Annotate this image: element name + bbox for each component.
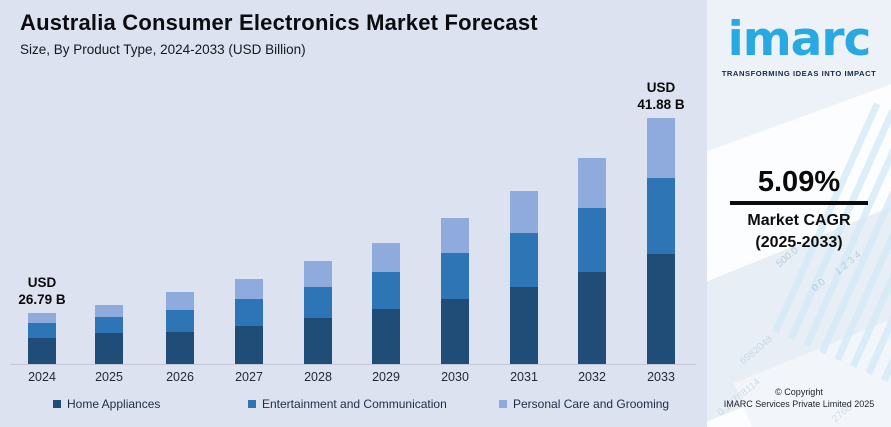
bar-segment-personal-care-and-grooming [372, 243, 400, 272]
bar-value-label-2033: USD 41.88 B [637, 80, 685, 112]
x-axis-label: 2033 [647, 370, 675, 384]
bar-2027 [235, 279, 263, 364]
bar-segment-personal-care-and-grooming [304, 261, 332, 287]
bar-segment-entertainment-and-communication [441, 253, 469, 299]
bar-segment-personal-care-and-grooming [647, 118, 675, 178]
bar-segment-entertainment-and-communication [510, 233, 538, 287]
copyright-notice: © Copyright IMARC Services Private Limit… [707, 386, 891, 410]
cagr-period: (2025-2033) [755, 234, 843, 251]
legend-label: Entertainment and Communication [262, 397, 447, 411]
bar-2028 [304, 261, 332, 364]
bar-segment-home-appliances [578, 272, 606, 364]
bar-segment-home-appliances [304, 318, 332, 364]
x-axis-label: 2024 [28, 370, 56, 384]
bar-segment-home-appliances [647, 254, 675, 364]
bar-segment-personal-care-and-grooming [95, 305, 123, 317]
bar-segment-personal-care-and-grooming [510, 191, 538, 233]
bar-segment-home-appliances [441, 299, 469, 364]
watermark-text: 1 2 3 4 [833, 249, 864, 278]
legend-swatch-icon [248, 400, 256, 408]
bar-value-label-2024: USD 26.79 B [18, 275, 66, 307]
bar-2029 [372, 243, 400, 364]
bar-segment-home-appliances [95, 333, 123, 364]
x-axis-label: 2031 [510, 370, 538, 384]
bar-2030 [441, 218, 469, 364]
x-axis-label: 2030 [441, 370, 469, 384]
page-title: Australia Consumer Electronics Market Fo… [20, 10, 538, 35]
bar-segment-entertainment-and-communication [235, 299, 263, 326]
bar-segment-entertainment-and-communication [95, 317, 123, 333]
x-axis-label: 2027 [235, 370, 263, 384]
bar-segment-home-appliances [372, 309, 400, 364]
cagr-value: 5.09% [757, 166, 841, 198]
bar-segment-personal-care-and-grooming [166, 292, 194, 310]
bar-segment-personal-care-and-grooming [441, 218, 469, 253]
bar-segment-entertainment-and-communication [647, 178, 675, 254]
watermark-text: 6982048 [738, 333, 775, 368]
legend-label: Home Appliances [67, 397, 161, 411]
bar-2024 [28, 313, 56, 364]
legend-item-personal-care-and-grooming: Personal Care and Grooming [499, 397, 669, 411]
bar-segment-entertainment-and-communication [372, 272, 400, 309]
watermark-text: 0.0 [810, 276, 828, 295]
bar-segment-home-appliances [166, 332, 194, 364]
bar-segment-personal-care-and-grooming [28, 313, 56, 323]
x-axis-label: 2029 [372, 370, 400, 384]
legend-swatch-icon [53, 400, 61, 408]
bar-segment-entertainment-and-communication [578, 208, 606, 272]
chart-legend: Home Appliances Entertainment and Communi… [0, 397, 707, 417]
bar-segment-entertainment-and-communication [28, 323, 56, 338]
chart-panel: Australia Consumer Electronics Market Fo… [0, 10, 707, 417]
bar-segment-entertainment-and-communication [166, 310, 194, 332]
bar-2032 [578, 158, 606, 364]
bar-segment-home-appliances [28, 338, 56, 364]
copyright-line1: © Copyright [775, 387, 823, 397]
cagr-divider [730, 201, 868, 205]
x-axis-label: 2028 [304, 370, 332, 384]
bar-segment-home-appliances [235, 326, 263, 364]
x-axis-label: 2032 [578, 370, 606, 384]
bar-segment-personal-care-and-grooming [235, 279, 263, 299]
brand-panel: 500.0 0.0 1 2 3 4 6982048 0.19788114 2768 ima… [707, 0, 891, 427]
x-axis-label: 2025 [95, 370, 123, 384]
bar-segment-home-appliances [510, 287, 538, 364]
legend-item-entertainment-and-communication: Entertainment and Communication [248, 397, 447, 411]
bar-2031 [510, 191, 538, 364]
cagr-label: Market CAGR [747, 212, 851, 229]
bar-2033 [647, 118, 675, 364]
bar-2026 [166, 292, 194, 364]
x-axis-label: 2026 [166, 370, 194, 384]
x-axis-line [10, 364, 696, 365]
legend-swatch-icon [499, 400, 507, 408]
copyright-line2: IMARC Services Private Limited 2025 [723, 399, 875, 409]
imarc-tagline: TRANSFORMING IDEAS INTO IMPACT [721, 69, 877, 78]
chart-subtitle: Size, By Product Type, 2024-2033 (USD Bi… [20, 42, 306, 57]
bar-segment-personal-care-and-grooming [578, 158, 606, 208]
imarc-logo: imarc [727, 12, 872, 67]
legend-label: Personal Care and Grooming [513, 397, 670, 411]
bar-segment-entertainment-and-communication [304, 287, 332, 318]
bar-2025 [95, 305, 123, 364]
legend-item-home-appliances: Home Appliances [53, 397, 160, 411]
